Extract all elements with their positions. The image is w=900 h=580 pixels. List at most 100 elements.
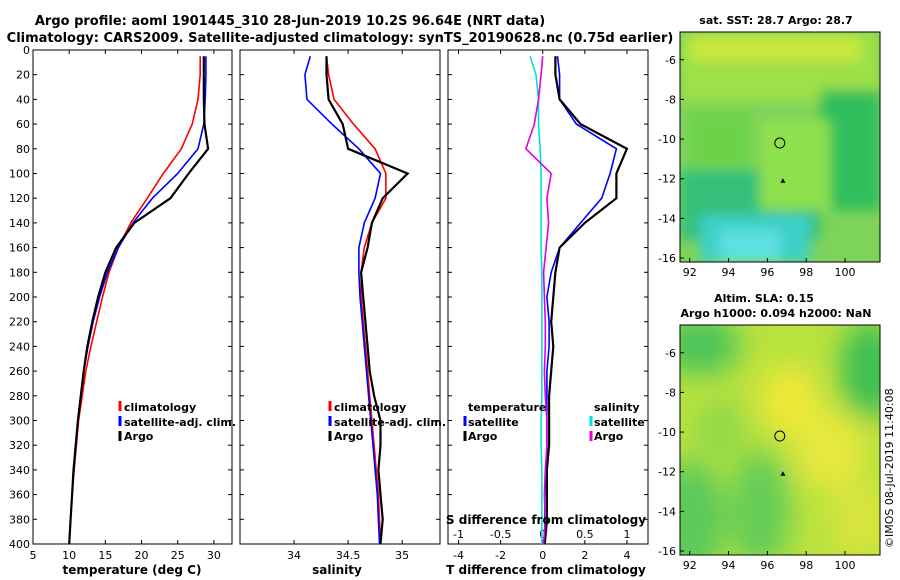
argo-location-marker [774,137,786,149]
legend-climatology: climatology [334,401,406,414]
map-y-tick-label: -6 [665,347,676,360]
diff-xlabel: T difference from climatology [446,563,646,577]
map-y-tick-label: -10 [658,133,676,146]
series-line-climatology [325,56,387,545]
map-y-tick-label: -14 [658,212,676,225]
x-tick-label: -2 [495,549,506,562]
map-x-tick-label: 96 [760,559,774,572]
y-tick-label: 320 [9,439,30,452]
y-tick-label: 160 [9,242,30,255]
legend-argo: Argo [124,430,154,443]
map-x-tick-label: 100 [835,266,856,279]
series-line-climatology [68,56,201,545]
x2-tick-label: 0.5 [576,528,594,541]
y-tick-label: 120 [9,192,30,205]
temperature-xlabel: temperature (deg C) [63,563,202,577]
y-tick-label: 60 [16,118,30,131]
series-line-satellite-adj-clim- [304,55,382,545]
plot-frame [239,49,441,545]
y-tick-label: 180 [9,266,30,279]
map-y-tick-label: -14 [658,505,676,518]
title-line-1: Argo profile: aoml 1901445_310 28-Jun-20… [35,14,545,29]
x2-tick-label: -0.5 [490,528,511,541]
x-tick-label: 0 [539,549,546,562]
x-tick-label: 25 [171,549,185,562]
series-line-s-argo [524,56,553,545]
salinity-panel: 34 34.5 35 [239,49,441,562]
sst-map [680,32,880,262]
legend-salinity: salinity [594,401,640,414]
sla-map [680,325,880,555]
series-line-argo [325,56,410,545]
series-line-t-satellite [543,56,618,544]
y-tick-label: 280 [9,390,30,403]
y-tick-label: 0 [23,44,30,57]
series-line-s-satellite [529,55,543,544]
map-x-tick-label: 98 [799,559,813,572]
sla-map-axes: 92 94 96 98 100 -6 -8 -10 -12 -14 -16 [658,347,856,572]
map-x-tick-label: 92 [683,266,697,279]
sst-map-title: sat. SST: 28.7 Argo: 28.7 [699,14,852,27]
float-track-marker [780,471,786,476]
x-tick-label: 35 [395,549,409,562]
y-tick-label: 140 [9,217,30,230]
map-y-tick-label: -8 [665,93,676,106]
float-track-marker [780,178,786,183]
x-tick-label: 15 [98,549,112,562]
x-tick-label: -4 [453,549,464,562]
legend-satellite: satellite [594,416,645,429]
map-x-tick-label: 98 [799,266,813,279]
x-tick-label: 4 [623,549,630,562]
y-tick-label: 80 [16,143,30,156]
y-tick-label: 200 [9,291,30,304]
legend-temperature: temperature [468,401,546,414]
map-x-tick-label: 92 [683,559,697,572]
legend-satellite: satellite [468,416,519,429]
sla-map-title-2: Argo h1000: 0.094 h2000: NaN [680,307,871,320]
x2-tick-label: 0 [539,528,546,541]
y-tick-label: 220 [9,316,30,329]
x-tick-label: 5 [30,549,37,562]
argo-location-marker [774,430,786,442]
diff-secondary-xlabel: S difference from climatology [446,513,646,527]
sla-map-markers [774,430,786,476]
difference-panel: -4 -2 0 2 4 -1 -0.5 0 0.5 1 [447,49,649,562]
legend-argo: Argo [334,430,364,443]
y-tick-label: 380 [9,513,30,526]
sst-map-axes: 92 94 96 98 100 -6 -8 -10 -12 -14 -16 [658,54,856,279]
temperature-panel: 0 20 40 60 80 100 120 140 160 180 200 220 240 260 280 3… [9,44,233,562]
temperature-legend: climatology satellite-adj. clim. Argo [118,401,236,443]
salinity-xlabel: salinity [312,563,362,577]
y-tick-label: 100 [9,168,30,181]
sla-map-title-1: Altim. SLA: 0.15 [714,292,814,305]
map-y-tick-label: -8 [665,386,676,399]
x-tick-label: 10 [62,549,76,562]
y-tick-label: 40 [16,93,30,106]
legend-satellite: satellite-adj. clim. [124,416,236,429]
diff-salinity-legend: salinity satellite Argo [589,401,645,443]
x2-tick-label: 1 [623,528,630,541]
map-y-tick-label: -10 [658,426,676,439]
x-tick-label: 2 [581,549,588,562]
y-tick-label: 20 [16,69,30,82]
legend-satellite: satellite-adj. clim. [334,416,446,429]
plot-frame [32,49,233,545]
legend-argo: Argo [594,430,624,443]
map-x-tick-label: 94 [722,559,736,572]
y-tick-label: 400 [9,538,30,551]
legend-argo: Argo [468,430,498,443]
map-x-tick-label: 100 [835,559,856,572]
map-y-tick-label: -12 [658,466,676,479]
y-tick-label: 340 [9,464,30,477]
imos-watermark: ©IMOS 08-Jul-2019 11:40:08 [883,388,896,548]
x2-tick-label: -1 [453,528,464,541]
y-tick-label: 240 [9,340,30,353]
map-y-tick-label: -16 [658,545,676,558]
map-x-tick-label: 96 [760,266,774,279]
y-tick-label: 360 [9,489,30,502]
x-tick-label: 30 [207,549,221,562]
sst-map-markers [774,137,786,183]
x-tick-label: 34 [287,549,301,562]
y-tick-label: 300 [9,415,30,428]
